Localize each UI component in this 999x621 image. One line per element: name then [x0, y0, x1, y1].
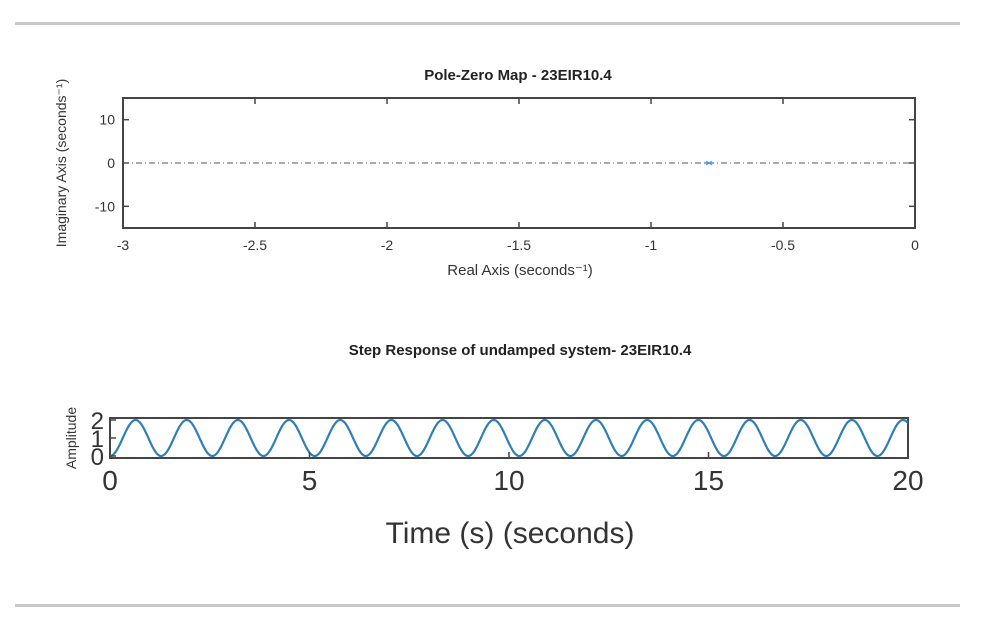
pz-pole-marker — [704, 160, 715, 166]
step-y-tick-label: 2 — [91, 408, 104, 435]
step-x-ticks: 0 5 10 15 20 — [102, 452, 924, 496]
step-y-ticks: 210 — [91, 408, 116, 471]
step-ylabel: Amplitude — [63, 407, 79, 469]
pz-y-tick-label: 10 — [99, 112, 115, 128]
pz-x-tick-label: 0 — [911, 237, 919, 253]
step-y-tick-label: 0 — [91, 444, 104, 471]
step-response-chart: Step Response of undamped system- 23EIR1… — [63, 342, 924, 550]
pz-y-tick-label: -10 — [95, 198, 115, 214]
top-divider — [15, 22, 960, 25]
step-response-line — [109, 418, 909, 458]
pz-title: Pole-Zero Map - 23EIR10.4 — [424, 67, 612, 84]
pz-x-tick-label: -2.5 — [243, 237, 267, 253]
step-x-tick-label: 0 — [102, 465, 118, 496]
pz-x-tick-label: -2 — [381, 237, 394, 253]
pz-y-tick-label: 0 — [107, 155, 115, 171]
step-x-tick-label: 10 — [493, 465, 524, 496]
bottom-divider — [15, 604, 960, 607]
step-x-tick-label: 15 — [693, 465, 724, 496]
step-x-tick-label: 5 — [302, 465, 318, 496]
pz-points — [704, 160, 715, 166]
pz-x-tick-label: -0.5 — [771, 237, 795, 253]
pz-x-tick-label: -3 — [117, 237, 130, 253]
pole-zero-chart: Pole-Zero Map - 23EIR10.4 -3 -2.5 -2 -1.5 -1… — [53, 67, 919, 279]
step-y-tick-label: 1 — [91, 426, 104, 453]
pz-x-tick-label: -1.5 — [507, 237, 531, 253]
step-x-tick-label: 20 — [892, 465, 923, 496]
step-title: Step Response of undamped system- 23EIR1… — [349, 342, 692, 359]
step-xlabel: Time (s) (seconds) — [386, 517, 635, 550]
pz-x-ticks: -3 -2.5 -2 -1.5 -1 -0.5 0 — [117, 98, 919, 253]
pz-y-ticks: 10 0 -10 — [95, 112, 915, 214]
pz-xlabel: Real Axis (seconds⁻¹) — [447, 262, 592, 279]
pz-ylabel: Imaginary Axis (seconds⁻¹) — [53, 79, 69, 247]
pz-x-tick-label: -1 — [645, 237, 658, 253]
